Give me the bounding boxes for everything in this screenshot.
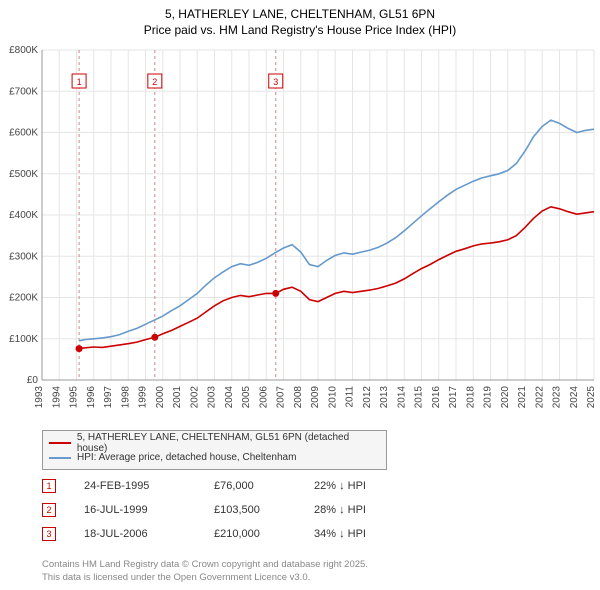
transaction-row: 1 24-FEB-1995£76,00022% ↓ HPI — [42, 474, 414, 498]
title-line-2: Price paid vs. HM Land Registry's House … — [0, 22, 600, 38]
svg-text:1999: 1999 — [138, 386, 149, 409]
svg-text:2022: 2022 — [534, 386, 545, 409]
chart-area: 1 2 3 £0 £100K £200K £300K £400K £500K £600K £700K… — [0, 42, 600, 422]
title-line-1: 5, HATHERLEY LANE, CHELTENHAM, GL51 6PN — [0, 6, 600, 22]
svg-text:2018: 2018 — [465, 386, 476, 409]
svg-text:2013: 2013 — [379, 386, 390, 409]
svg-text:2017: 2017 — [448, 386, 459, 409]
svg-text:2000: 2000 — [155, 386, 166, 409]
svg-text:£0: £0 — [27, 375, 39, 386]
svg-text:1998: 1998 — [120, 386, 131, 409]
svg-text:2019: 2019 — [483, 386, 494, 409]
transaction-price: £103,500 — [214, 504, 314, 516]
transaction-delta: 34% ↓ HPI — [314, 528, 414, 540]
transaction-price: £210,000 — [214, 528, 314, 540]
transaction-price: £76,000 — [214, 480, 314, 492]
transaction-date: 18-JUL-2006 — [84, 528, 214, 540]
svg-text:2008: 2008 — [293, 386, 304, 409]
svg-text:2023: 2023 — [552, 386, 563, 409]
legend-swatch — [49, 457, 71, 459]
svg-text:£200K: £200K — [9, 293, 38, 304]
footer-line-1: Contains HM Land Registry data © Crown c… — [42, 559, 368, 571]
svg-text:1994: 1994 — [51, 386, 62, 409]
svg-text:2002: 2002 — [189, 386, 200, 409]
svg-text:2012: 2012 — [362, 386, 373, 409]
svg-text:1995: 1995 — [69, 386, 80, 409]
legend-swatch — [49, 442, 71, 444]
transaction-row: 3 18-JUL-2006£210,00034% ↓ HPI — [42, 522, 414, 546]
svg-text:2025: 2025 — [586, 386, 597, 409]
transaction-list: 1 24-FEB-1995£76,00022% ↓ HPI 2 16-JUL-1999… — [42, 474, 414, 546]
svg-text:£100K: £100K — [9, 334, 38, 345]
transaction-marker: 3 — [42, 527, 56, 541]
chart-container: 5, HATHERLEY LANE, CHELTENHAM, GL51 6PN … — [0, 0, 600, 590]
legend-row: 5, HATHERLEY LANE, CHELTENHAM, GL51 6PN … — [49, 435, 380, 450]
svg-text:2021: 2021 — [517, 386, 528, 409]
transaction-marker: 1 — [42, 479, 56, 493]
svg-text:1997: 1997 — [103, 386, 114, 409]
svg-text:2010: 2010 — [327, 386, 338, 409]
svg-text:2011: 2011 — [345, 386, 356, 408]
svg-text:2015: 2015 — [414, 386, 425, 409]
footer-line-2: This data is licensed under the Open Gov… — [42, 572, 368, 584]
svg-text:£500K: £500K — [9, 169, 38, 180]
svg-text:2007: 2007 — [276, 386, 287, 409]
svg-text:£400K: £400K — [9, 210, 38, 221]
svg-text:2009: 2009 — [310, 386, 321, 409]
svg-text:2005: 2005 — [241, 386, 252, 409]
svg-text:£600K: £600K — [9, 128, 38, 139]
transaction-row: 2 16-JUL-1999£103,50028% ↓ HPI — [42, 498, 414, 522]
chart-svg: 1 2 3 £0 £100K £200K £300K £400K £500K £600K £700K… — [0, 42, 600, 422]
svg-text:1996: 1996 — [86, 386, 97, 409]
footer: Contains HM Land Registry data © Crown c… — [42, 559, 368, 584]
svg-text:1: 1 — [77, 77, 82, 87]
svg-text:2020: 2020 — [500, 386, 511, 409]
legend: 5, HATHERLEY LANE, CHELTENHAM, GL51 6PN … — [42, 430, 387, 470]
transaction-delta: 22% ↓ HPI — [314, 480, 414, 492]
transaction-date: 16-JUL-1999 — [84, 504, 214, 516]
svg-text:2006: 2006 — [258, 386, 269, 409]
svg-text:2001: 2001 — [172, 386, 183, 409]
svg-text:£700K: £700K — [9, 86, 38, 97]
transaction-delta: 28% ↓ HPI — [314, 504, 414, 516]
svg-text:2016: 2016 — [431, 386, 442, 409]
transaction-marker: 2 — [42, 503, 56, 517]
svg-text:2003: 2003 — [207, 386, 218, 409]
title-block: 5, HATHERLEY LANE, CHELTENHAM, GL51 6PN … — [0, 0, 600, 38]
transaction-date: 24-FEB-1995 — [84, 480, 214, 492]
svg-text:2: 2 — [152, 77, 157, 87]
legend-label: HPI: Average price, detached house, Chel… — [77, 452, 296, 463]
svg-text:2014: 2014 — [396, 386, 407, 409]
svg-text:3: 3 — [273, 77, 278, 87]
svg-text:£300K: £300K — [9, 251, 38, 262]
svg-text:2004: 2004 — [224, 386, 235, 409]
svg-text:2024: 2024 — [569, 386, 580, 409]
svg-text:£800K: £800K — [9, 45, 38, 56]
svg-text:1993: 1993 — [34, 386, 45, 409]
legend-label: 5, HATHERLEY LANE, CHELTENHAM, GL51 6PN … — [77, 432, 380, 454]
